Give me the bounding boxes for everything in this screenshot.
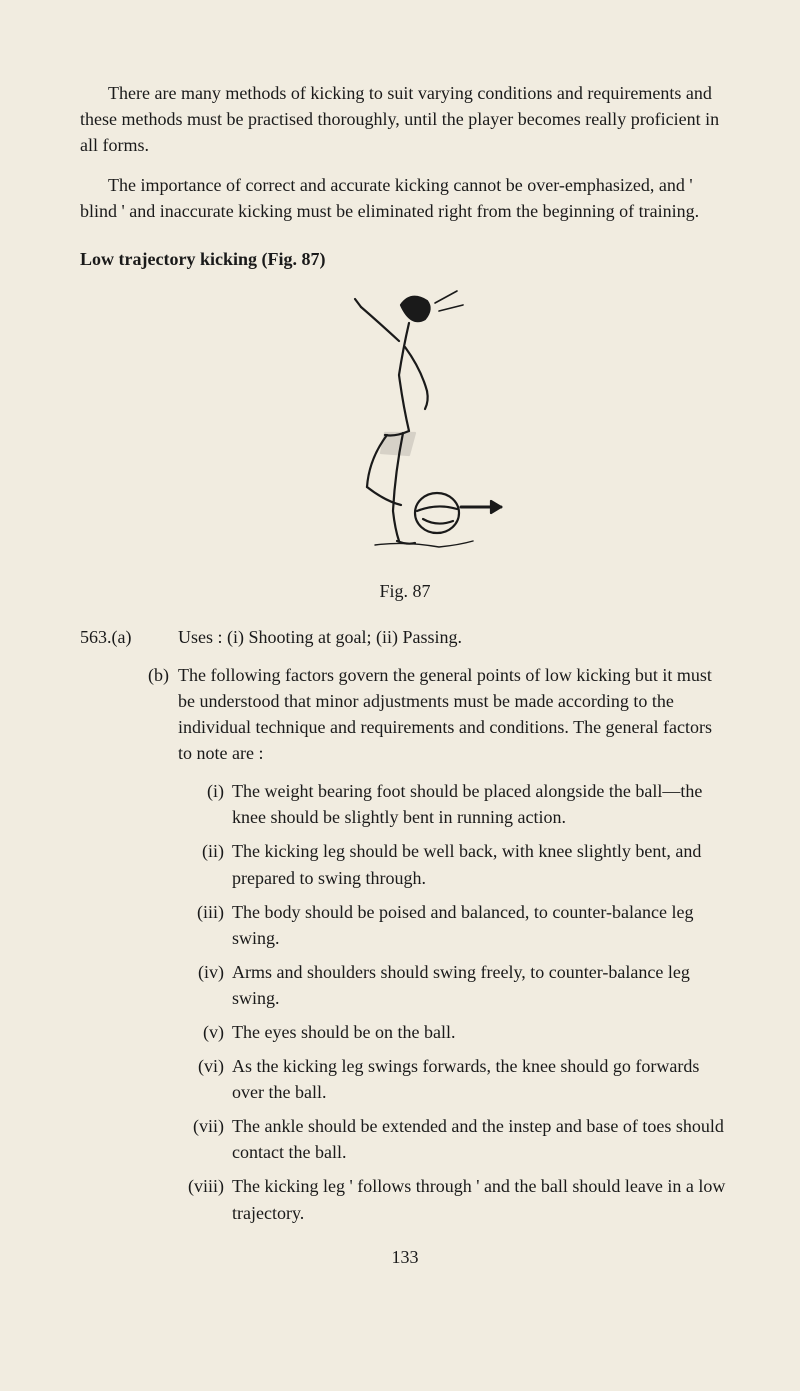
factor-roman: (viii)	[178, 1173, 232, 1225]
factor-text: The ankle should be extended and the ins…	[232, 1113, 730, 1165]
factor-roman: (ii)	[178, 838, 232, 890]
factor-text: Arms and shoulders should swing freely, …	[232, 959, 730, 1011]
entry-letter-a	[148, 624, 178, 650]
factor-text: The body should be poised and balanced, …	[232, 899, 730, 951]
entry-number: 563.(a)	[80, 624, 148, 650]
factor-text: The kicking leg ' follows through ' and …	[232, 1173, 730, 1225]
kicking-figure-illustration	[305, 283, 505, 563]
factor-item: (vii)The ankle should be extended and th…	[178, 1113, 730, 1165]
figure-87	[80, 283, 730, 570]
factor-roman: (v)	[178, 1019, 232, 1045]
factor-text: The eyes should be on the ball.	[232, 1019, 730, 1045]
factor-item: (vi)As the kicking leg swings forwards, …	[178, 1053, 730, 1105]
factor-item: (i)The weight bearing foot should be pla…	[178, 778, 730, 830]
factor-item: (iii)The body should be poised and balan…	[178, 899, 730, 951]
figure-caption: Fig. 87	[80, 578, 730, 604]
entry-a-text: Uses : (i) Shooting at goal; (ii) Passin…	[178, 624, 730, 650]
page-number: 133	[80, 1244, 730, 1270]
factor-text: As the kicking leg swings forwards, the …	[232, 1053, 730, 1105]
entry-letter-b: (b)	[148, 662, 178, 766]
factor-list: (i)The weight bearing foot should be pla…	[80, 778, 730, 1225]
entry-563b: (b) The following factors govern the gen…	[80, 662, 730, 766]
entry-number-blank	[80, 662, 148, 766]
factor-roman: (iii)	[178, 899, 232, 951]
entry-563a: 563.(a) Uses : (i) Shooting at goal; (ii…	[80, 624, 730, 650]
factor-text: The kicking leg should be well back, wit…	[232, 838, 730, 890]
factor-roman: (vi)	[178, 1053, 232, 1105]
factor-roman: (iv)	[178, 959, 232, 1011]
section-heading: Low trajectory kicking (Fig. 87)	[80, 246, 730, 272]
factor-item: (iv)Arms and shoulders should swing free…	[178, 959, 730, 1011]
factor-item: (ii)The kicking leg should be well back,…	[178, 838, 730, 890]
factor-item: (v)The eyes should be on the ball.	[178, 1019, 730, 1045]
intro-paragraph-1: There are many methods of kicking to sui…	[80, 80, 730, 158]
factor-roman: (i)	[178, 778, 232, 830]
factor-item: (viii)The kicking leg ' follows through …	[178, 1173, 730, 1225]
intro-paragraph-2: The importance of correct and accurate k…	[80, 172, 730, 224]
factor-text: The weight bearing foot should be placed…	[232, 778, 730, 830]
factor-roman: (vii)	[178, 1113, 232, 1165]
entry-b-text: The following factors govern the general…	[178, 662, 730, 766]
